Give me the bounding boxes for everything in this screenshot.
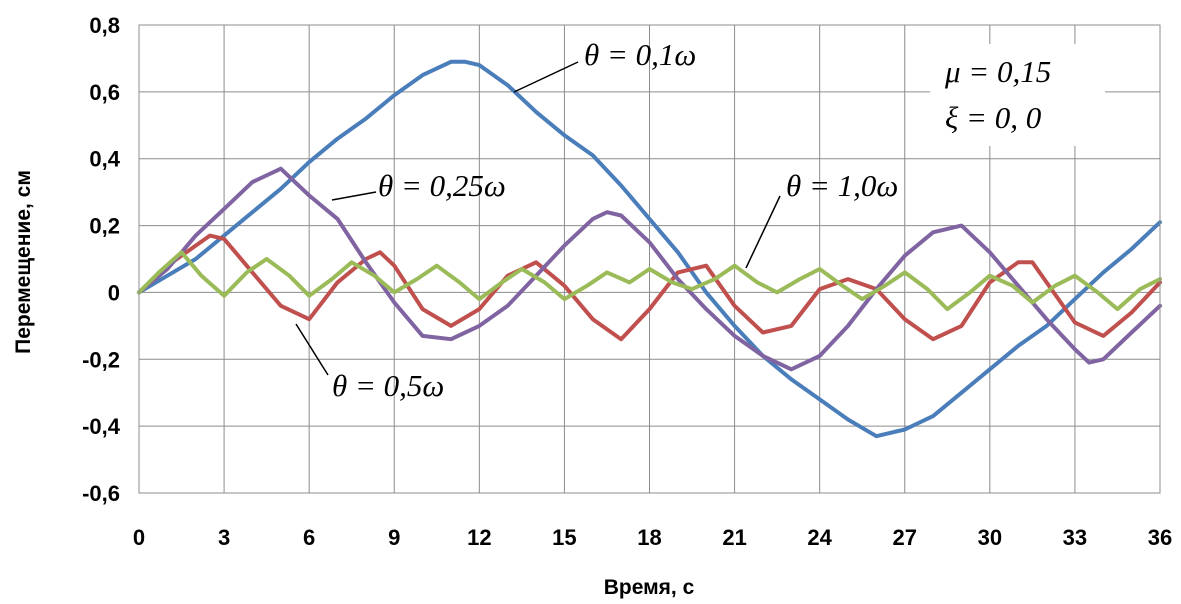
leader-line-025 [331, 191, 377, 201]
plot-area-border [138, 24, 1161, 494]
x-tick-label: 21 [722, 525, 746, 550]
parameter-mu: μ = 0,15 [944, 54, 1051, 89]
y-tick-label: -0,4 [82, 414, 121, 439]
x-axis-title: Время, с [604, 576, 695, 599]
x-tick-label: 15 [552, 525, 576, 550]
leader-line-01 [513, 61, 579, 93]
series-line-theta-025 [137, 166, 1162, 372]
y-axis-title: Перемещение, см [12, 170, 35, 354]
x-tick-label: 0 [133, 525, 145, 550]
series-line-theta-05 [137, 233, 1162, 342]
x-tick-label: 3 [218, 525, 230, 550]
annotation-theta-10: θ = 1,0ω [786, 168, 898, 203]
x-tick-labels: 0 3 6 9 12 15 18 21 24 27 30 33 36 [133, 525, 1172, 550]
leader-line-10 [745, 195, 781, 269]
y-tick-label: 0,8 [89, 13, 120, 38]
annotation-theta-01: θ = 0,1ω [584, 37, 696, 72]
x-tick-label: 9 [388, 525, 400, 550]
series-line-theta-01 [137, 59, 1162, 439]
x-tick-label: 33 [1063, 525, 1087, 550]
annotation-theta-025: θ = 0,25ω [378, 168, 506, 203]
y-tick-label: -0,6 [82, 481, 120, 506]
series-line-theta-10 [137, 250, 1162, 312]
y-tick-label: 0,2 [89, 214, 120, 239]
y-tick-label: -0,2 [82, 347, 120, 372]
y-tick-labels: -0,6 -0,4 -0,2 0 0,2 0,4 0,6 0,8 [82, 13, 121, 506]
x-tick-label: 6 [303, 525, 315, 550]
y-tick-label: 0 [108, 280, 120, 305]
x-tick-label: 24 [807, 525, 832, 550]
y-tick-label: 0,6 [89, 80, 120, 105]
annotation-theta-05: θ = 0,5ω [332, 368, 444, 403]
leader-line-05 [295, 323, 329, 376]
series-layer [137, 59, 1162, 439]
x-tick-label: 36 [1148, 525, 1172, 550]
y-tick-label: 0,4 [89, 147, 120, 172]
x-tick-label: 30 [978, 525, 1002, 550]
parameter-box-background [930, 44, 1105, 146]
x-tick-label: 18 [637, 525, 661, 550]
x-tick-label: 12 [467, 525, 491, 550]
parameter-xi: ξ = 0, 0 [945, 100, 1042, 135]
x-tick-label: 27 [893, 525, 917, 550]
